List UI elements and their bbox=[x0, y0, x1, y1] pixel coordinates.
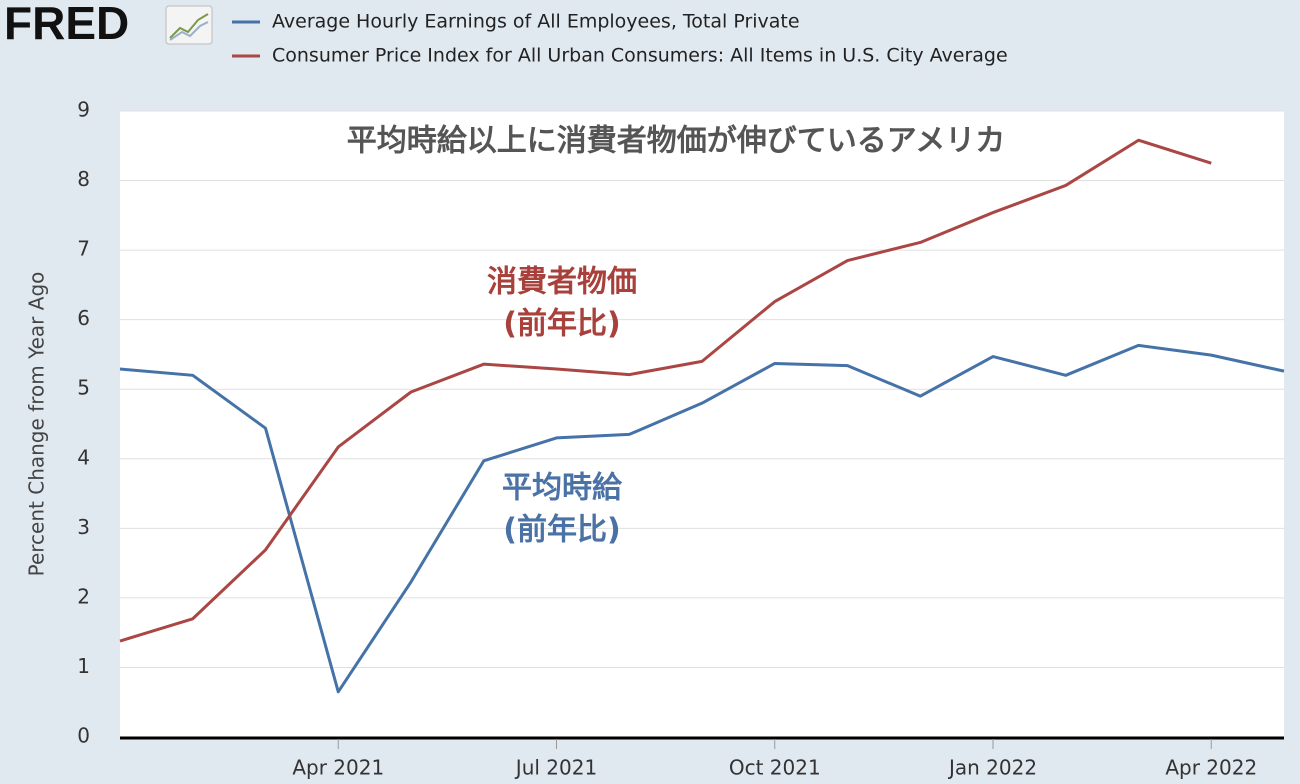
y-axis-label: Percent Change from Year Ago bbox=[25, 272, 49, 577]
y-tick-label: 0 bbox=[77, 724, 90, 748]
y-tick-label: 2 bbox=[77, 584, 90, 608]
legend-label: Average Hourly Earnings of All Employees… bbox=[272, 11, 800, 33]
annotation: 消費者物価 bbox=[487, 265, 637, 300]
series-line bbox=[119, 138, 1212, 643]
x-tick-label: Oct 2021 bbox=[729, 756, 821, 780]
y-tick-label: 1 bbox=[77, 654, 90, 678]
y-tick-label: 8 bbox=[77, 167, 90, 191]
series-line bbox=[119, 343, 1285, 694]
plot-area bbox=[120, 111, 1284, 737]
y-tick-label: 3 bbox=[77, 515, 90, 539]
y-tick-label: 4 bbox=[77, 445, 90, 469]
x-tick-label: Apr 2022 bbox=[1165, 756, 1257, 780]
logo-icon bbox=[165, 5, 213, 45]
annotation-title: 平均時給以上に消費者物価が伸びているアメリカ bbox=[347, 124, 1006, 159]
y-tick-label: 7 bbox=[77, 237, 90, 261]
logo: FRED bbox=[4, 0, 129, 49]
y-tick-label: 9 bbox=[77, 98, 90, 122]
annotation: 平均時給 bbox=[502, 471, 623, 506]
legend-label: Consumer Price Index for All Urban Consu… bbox=[272, 45, 1008, 67]
y-tick-label: 6 bbox=[77, 306, 90, 330]
annotation: (前年比) bbox=[503, 307, 620, 342]
x-tick-label: Jan 2022 bbox=[947, 756, 1037, 780]
x-tick-label: Jul 2021 bbox=[514, 756, 597, 780]
y-tick-label: 5 bbox=[77, 376, 90, 400]
annotation: (前年比) bbox=[503, 513, 620, 548]
x-tick-label: Apr 2021 bbox=[292, 756, 384, 780]
